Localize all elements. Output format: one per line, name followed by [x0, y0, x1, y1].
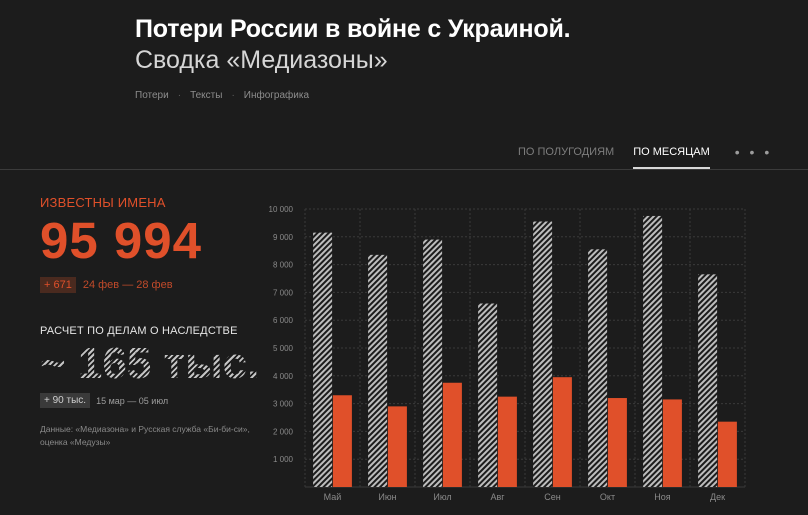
x-tick-label: Июн — [378, 492, 396, 502]
page-header: Потери России в войне с Украиной. Сводка… — [135, 14, 571, 101]
bar-hatched-Июл[interactable] — [423, 239, 443, 487]
bar-hatched-Ноя[interactable] — [643, 215, 663, 487]
breadcrumb-item-losses[interactable]: Потери — [135, 90, 169, 101]
y-tick-label: 10 000 — [269, 205, 294, 214]
more-options-icon[interactable]: • • • — [734, 144, 773, 160]
bar-hatched-Дек[interactable] — [698, 274, 718, 487]
y-tick-label: 2 000 — [273, 427, 294, 436]
y-tick-label: 3 000 — [273, 400, 294, 409]
page-title: Потери России в войне с Украиной. — [135, 15, 571, 43]
inheritance-delta-badge: + 90 тыс. — [40, 393, 91, 408]
x-tick-label: Дек — [710, 492, 725, 502]
bar-solid-Сен[interactable] — [552, 377, 572, 487]
page-subtitle: Сводка «Медиазоны» — [135, 46, 388, 74]
data-source-note: Данные: «Медиазона» и Русская служба «Би… — [40, 424, 250, 447]
stats-panel: ИЗВЕСТНЫ ИМЕНА 95 994 + 671 24 фев — 28 … — [40, 195, 270, 449]
known-names-period: 24 фев — 28 фев — [82, 279, 173, 291]
x-tick-label: Июл — [433, 492, 451, 502]
breadcrumb-item-texts[interactable]: Тексты — [190, 90, 223, 101]
y-tick-label: 7 000 — [273, 288, 294, 297]
monthly-losses-chart: 10 000 9 000 8 000 7 000 6 000 5 000 4 000 3 00… — [269, 205, 746, 502]
known-names-value: 95 994 — [40, 212, 202, 269]
tab-months[interactable]: ПО МЕСЯЦАМ — [633, 146, 710, 169]
inheritance-period: 15 мар — 05 июл — [96, 395, 169, 406]
y-tick-label: 5 000 — [273, 344, 294, 353]
breadcrumb-separator: · — [177, 90, 182, 101]
bar-hatched-Июн[interactable] — [368, 254, 388, 487]
y-tick-label: 4 000 — [273, 372, 294, 381]
known-names-delta-badge: + 671 — [40, 277, 76, 293]
header-divider — [0, 169, 808, 170]
x-tick-label: Сен — [544, 492, 561, 502]
bar-solid-Окт[interactable] — [607, 398, 627, 487]
bar-solid-Июн[interactable] — [387, 406, 407, 487]
bar-solid-Май[interactable] — [332, 395, 352, 487]
y-tick-label: 8 000 — [273, 261, 294, 270]
inheritance-estimate-update: + 90 тыс. 15 мар — 05 июл — [40, 393, 270, 408]
x-tick-label: Ноя — [654, 492, 671, 502]
x-tick-label: Авг — [490, 492, 505, 502]
bar-hatched-Авг[interactable] — [478, 303, 498, 487]
y-tick-label: 9 000 — [273, 233, 294, 242]
chart-bars — [313, 215, 737, 487]
bar-hatched-Окт[interactable] — [588, 249, 608, 487]
breadcrumb: Потери · Тексты · Инфографика — [135, 90, 570, 101]
bar-solid-Июл[interactable] — [442, 382, 462, 487]
period-tabs: ПО ПОЛУГОДИЯМ ПО МЕСЯЦАМ • • • — [518, 144, 772, 171]
breadcrumb-item-infographics[interactable]: Инфографика — [243, 90, 310, 101]
bar-hatched-Сен[interactable] — [533, 221, 553, 487]
y-tick-label: 6 000 — [273, 316, 294, 325]
bar-hatched-Май[interactable] — [313, 232, 333, 487]
bar-solid-Авг[interactable] — [497, 396, 517, 487]
known-names-label: ИЗВЕСТНЫ ИМЕНА — [40, 195, 166, 210]
inheritance-estimate-label: РАСЧЕТ ПО ДЕЛАМ О НАСЛЕДСТВЕ — [40, 325, 238, 337]
y-tick-label: 1 000 — [273, 455, 294, 464]
chart-labels: 10 000 9 000 8 000 7 000 6 000 5 000 4 000 3 00… — [269, 205, 726, 502]
bar-solid-Дек[interactable] — [717, 421, 737, 487]
x-tick-label: Май — [324, 492, 342, 502]
tab-half-years[interactable]: ПО ПОЛУГОДИЯМ — [518, 146, 615, 158]
inheritance-estimate-value: ~ 165 тыс. — [40, 339, 270, 389]
breadcrumb-separator: · — [231, 90, 235, 101]
known-names-update: + 671 24 фев — 28 фев — [40, 277, 270, 293]
bar-solid-Ноя[interactable] — [662, 399, 682, 487]
x-tick-label: Окт — [600, 492, 615, 502]
